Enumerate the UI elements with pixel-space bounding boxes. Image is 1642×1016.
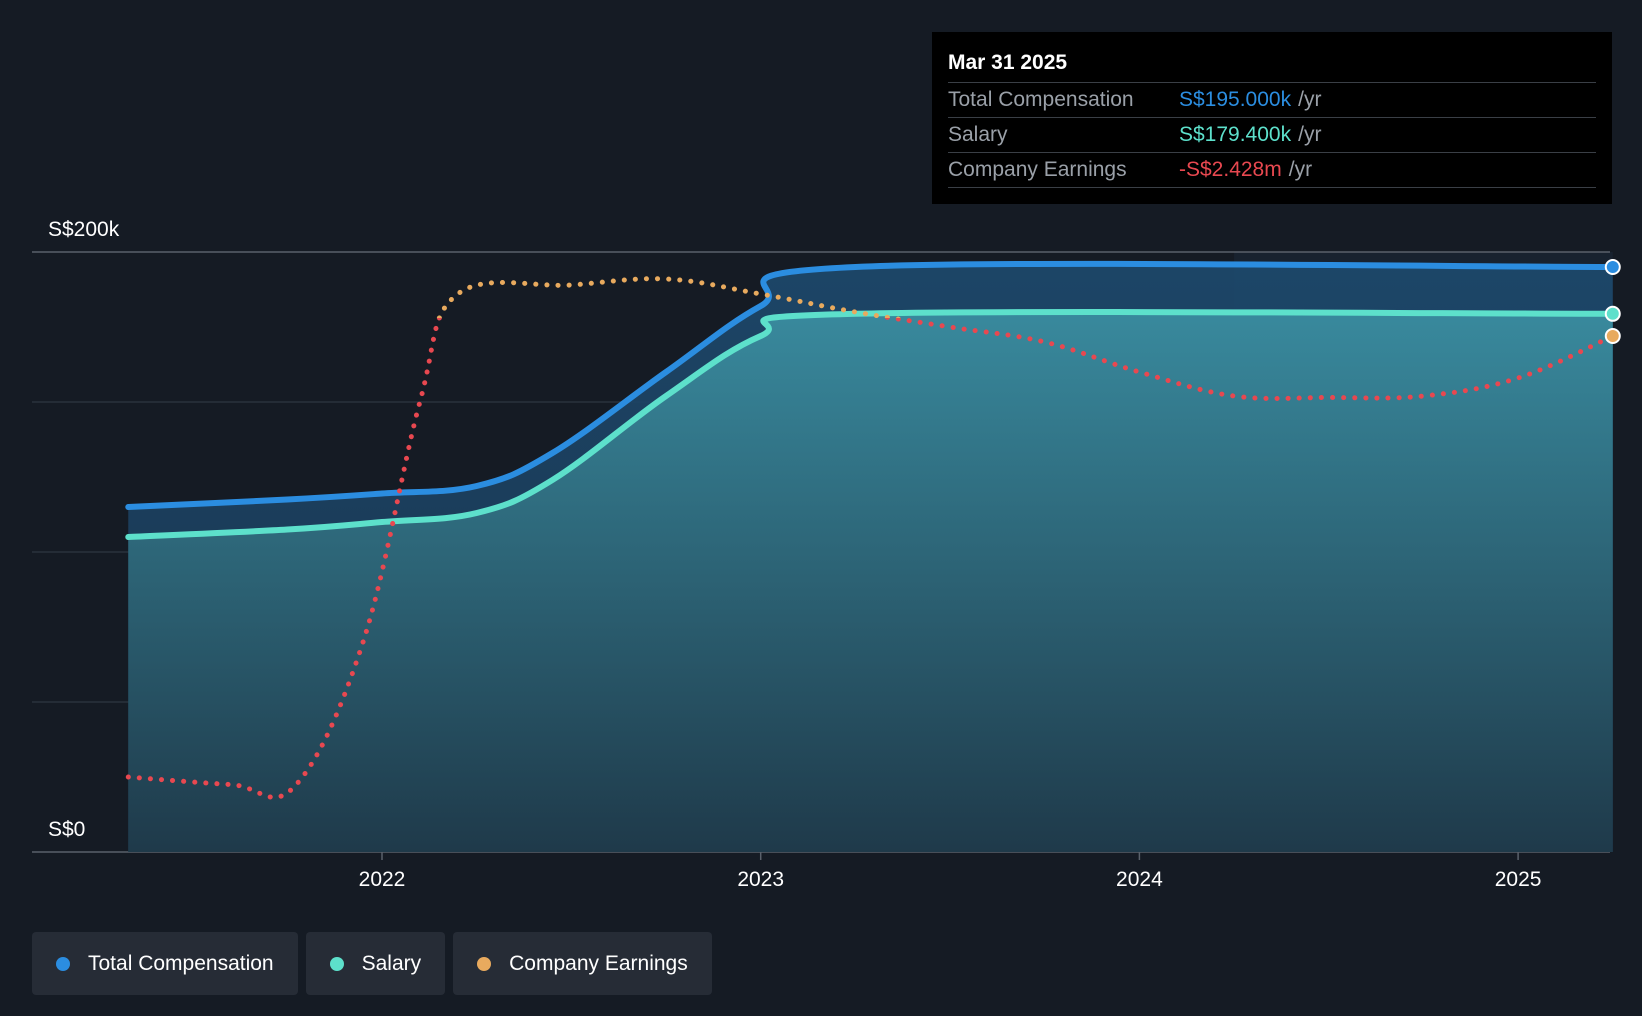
x-axis-tick-label: 2025 <box>1495 868 1542 891</box>
salary-line <box>125 309 1616 540</box>
total-compensation-end-dot <box>1604 259 1621 275</box>
legend-item-total-compensation[interactable]: Total Compensation <box>32 932 298 995</box>
tooltip-unit: /yr <box>1298 123 1322 146</box>
legend-dot-icon <box>329 956 344 971</box>
salary-area <box>128 312 1613 852</box>
tooltip-label: Company Earnings <box>948 158 1127 181</box>
total-compensation-line <box>125 260 1616 510</box>
legend-item-salary[interactable]: Salary <box>305 932 446 995</box>
legend-item-company-earnings[interactable]: Company Earnings <box>453 932 712 995</box>
legend-dot-icon <box>477 956 492 971</box>
tooltip-date: Mar 31 2025 <box>948 51 1068 74</box>
tooltip-unit: /yr <box>1298 88 1322 111</box>
tooltip-label: Total Compensation <box>948 88 1134 111</box>
x-axis-tick-label: 2022 <box>359 868 406 891</box>
legend: Total Compensation Salary Company Earnin… <box>32 932 712 995</box>
tooltip-value: -S$2.428m <box>1179 158 1282 181</box>
y-axis-bottom-label: S$0 <box>48 818 85 841</box>
tooltip-value: S$195.000k <box>1179 88 1292 111</box>
tooltip-value: S$179.400k <box>1179 123 1292 146</box>
legend-label: Company Earnings <box>509 951 688 975</box>
x-axis-tick-label: 2023 <box>737 868 784 891</box>
tooltip: Mar 31 2025 Total Compensation S$195.000… <box>932 32 1612 204</box>
y-axis-top-label: S$200k <box>48 218 120 241</box>
legend-dot-icon <box>56 956 70 971</box>
tooltip-row-company-earnings: Company Earnings -S$2.428m /yr <box>948 152 1596 188</box>
company-earnings-end-dot <box>1604 328 1621 344</box>
tooltip-row-total-compensation: Total Compensation S$195.000k /yr <box>948 82 1596 117</box>
tooltip-unit: /yr <box>1288 158 1313 181</box>
legend-label: Salary <box>361 951 422 975</box>
tooltip-row-salary: Salary S$179.400k /yr <box>948 117 1596 152</box>
tooltip-label: Salary <box>948 123 1008 146</box>
legend-label: Total Compensation <box>88 951 274 975</box>
salary-end-dot <box>1604 305 1621 322</box>
x-axis-tick-label: 2024 <box>1116 868 1163 891</box>
